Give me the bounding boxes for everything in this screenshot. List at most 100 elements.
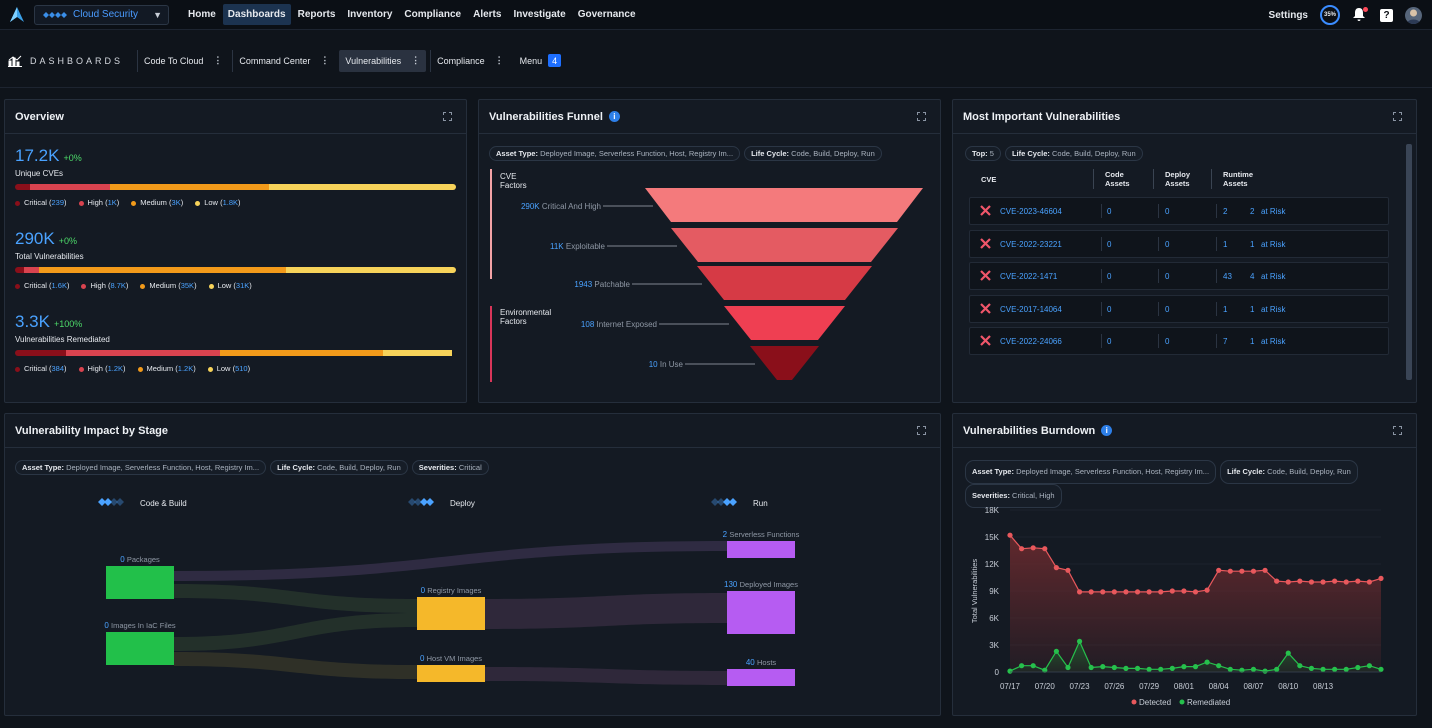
legend-item-critical[interactable]: Critical (1.6K) bbox=[15, 281, 69, 290]
expand-icon[interactable] bbox=[917, 112, 926, 121]
data-point-detected[interactable] bbox=[1239, 568, 1245, 574]
data-point-remediated[interactable] bbox=[1274, 666, 1280, 672]
data-point-remediated[interactable] bbox=[1366, 663, 1373, 669]
filter-chip[interactable]: Asset Type: Deployed Image, Serverless F… bbox=[965, 460, 1217, 484]
data-point-remediated[interactable] bbox=[1146, 666, 1152, 672]
expand-icon[interactable] bbox=[443, 112, 452, 121]
data-point-remediated[interactable] bbox=[1320, 666, 1326, 672]
scrollbar[interactable] bbox=[1406, 144, 1412, 380]
kebab-menu-icon[interactable]: ⋮ bbox=[411, 55, 421, 65]
prisma-logo-icon[interactable] bbox=[4, 0, 30, 30]
data-point-detected[interactable] bbox=[1355, 578, 1361, 584]
data-point-remediated[interactable] bbox=[1343, 666, 1349, 672]
expand-icon[interactable] bbox=[917, 426, 926, 435]
data-point-remediated[interactable] bbox=[1042, 667, 1048, 673]
data-point-remediated[interactable] bbox=[1239, 667, 1245, 673]
data-point-detected[interactable] bbox=[1134, 589, 1141, 595]
data-point-detected[interactable] bbox=[1042, 546, 1048, 552]
filter-chip[interactable]: Severities: Critical bbox=[411, 460, 489, 475]
help-icon[interactable]: ? bbox=[1380, 8, 1393, 22]
funnel-level-patchable[interactable] bbox=[697, 266, 872, 300]
data-point-detected[interactable] bbox=[1181, 588, 1187, 594]
data-point-remediated[interactable] bbox=[1088, 664, 1094, 671]
nav-item-governance[interactable]: Governance bbox=[577, 9, 636, 20]
miv-cell-cve[interactable]: CVE-2022-1471 bbox=[1000, 272, 1058, 281]
funnel-level-in-use[interactable] bbox=[750, 346, 819, 380]
data-point-detected[interactable] bbox=[1285, 579, 1291, 585]
data-point-remediated[interactable] bbox=[1216, 663, 1222, 669]
nav-item-home[interactable]: Home bbox=[188, 9, 216, 20]
funnel-level-internet-exposed[interactable] bbox=[724, 306, 845, 340]
sankey-node-registry-images[interactable] bbox=[417, 597, 485, 630]
legend-item-high[interactable]: High (1.2K) bbox=[78, 364, 126, 373]
data-point-detected[interactable] bbox=[1250, 568, 1257, 574]
legend-item-medium[interactable]: Medium (1.2K) bbox=[137, 364, 196, 373]
legend-item-high[interactable]: High (8.7K) bbox=[81, 281, 128, 290]
data-point-detected[interactable] bbox=[1065, 567, 1071, 573]
sankey-node-serverless-functions[interactable] bbox=[727, 541, 795, 558]
sankey-link[interactable] bbox=[485, 593, 727, 629]
sankey-node-images-in-iac-files[interactable] bbox=[106, 632, 174, 665]
data-point-detected[interactable] bbox=[1053, 565, 1059, 571]
info-icon[interactable]: i bbox=[1101, 425, 1113, 436]
sankey-node-host-vm-images[interactable] bbox=[417, 665, 485, 682]
miv-cell-cve[interactable]: CVE-2022-24066 bbox=[1000, 337, 1062, 346]
data-point-remediated[interactable] bbox=[1204, 659, 1210, 665]
legend-item-low[interactable]: Low (1.8K) bbox=[195, 198, 241, 207]
sankey-node-deployed-images[interactable] bbox=[727, 591, 795, 634]
avatar[interactable] bbox=[1405, 6, 1422, 24]
miv-cell-cve[interactable]: CVE-2023-46604 bbox=[1000, 207, 1062, 216]
nav-item-reports[interactable]: Reports bbox=[297, 9, 336, 20]
info-icon[interactable]: i bbox=[608, 111, 620, 122]
data-point-detected[interactable] bbox=[1332, 578, 1338, 584]
data-point-remediated[interactable] bbox=[1134, 665, 1141, 671]
data-point-detected[interactable] bbox=[1204, 587, 1210, 593]
data-point-remediated[interactable] bbox=[1169, 665, 1175, 671]
filter-chip[interactable]: Life Cycle: Code, Build, Deploy, Run bbox=[1220, 460, 1358, 484]
data-point-detected[interactable] bbox=[1262, 567, 1268, 573]
data-point-remediated[interactable] bbox=[1100, 664, 1106, 670]
sankey-link[interactable] bbox=[485, 667, 727, 685]
tab-command-center[interactable]: Command Center ⋮ bbox=[232, 49, 335, 72]
sankey-link[interactable] bbox=[174, 652, 417, 679]
data-point-remediated[interactable] bbox=[1285, 650, 1291, 656]
nav-item-dashboards[interactable]: Dashboards bbox=[222, 4, 291, 25]
miv-table-row[interactable]: CVE-2022-1471 0 0 43 4 at Risk bbox=[969, 262, 1389, 290]
nav-item-inventory[interactable]: Inventory bbox=[347, 9, 393, 20]
data-point-remediated[interactable] bbox=[1030, 663, 1036, 669]
data-point-detected[interactable] bbox=[1007, 532, 1013, 538]
data-point-detected[interactable] bbox=[1320, 579, 1326, 585]
miv-cell-cve[interactable]: CVE-2022-23221 bbox=[1000, 239, 1062, 249]
filter-chip[interactable]: Life Cycle: Code, Build, Deploy, Run bbox=[270, 460, 408, 475]
miv-cell-cve[interactable]: CVE-2017-14064 bbox=[1000, 304, 1062, 314]
data-point-detected[interactable] bbox=[1088, 589, 1094, 595]
miv-table-row[interactable]: CVE-2022-23221 0 0 1 1 at Risk bbox=[969, 229, 1389, 258]
sankey-link[interactable] bbox=[174, 584, 417, 613]
data-point-detected[interactable] bbox=[1030, 545, 1036, 551]
data-point-detected[interactable] bbox=[1216, 567, 1222, 573]
data-point-detected[interactable] bbox=[1192, 589, 1199, 595]
miv-table-row[interactable]: CVE-2023-46604 0 0 2 2 at Risk bbox=[969, 197, 1389, 225]
sankey-node-packages[interactable] bbox=[106, 566, 174, 599]
legend-item-low[interactable]: Low (31K) bbox=[208, 281, 252, 290]
data-point-detected[interactable] bbox=[1018, 546, 1025, 552]
legend-item-low[interactable]: Low (510) bbox=[207, 364, 250, 373]
filter-chip[interactable]: Asset Type: Deployed Image, Serverless F… bbox=[489, 146, 741, 161]
nav-item-investigate[interactable]: Investigate bbox=[513, 9, 566, 20]
nav-item-compliance[interactable]: Compliance bbox=[404, 9, 462, 20]
filter-chip[interactable]: Asset Type: Deployed Image, Serverless F… bbox=[15, 460, 267, 475]
data-point-detected[interactable] bbox=[1111, 589, 1117, 595]
product-selector[interactable]: Cloud Security ▼ bbox=[34, 4, 169, 25]
data-point-remediated[interactable] bbox=[1123, 665, 1129, 671]
tab-vulnerabilities[interactable]: Vulnerabilities ⋮ bbox=[339, 49, 427, 72]
data-point-remediated[interactable] bbox=[1111, 664, 1117, 671]
data-point-remediated[interactable] bbox=[1018, 663, 1025, 669]
data-point-remediated[interactable] bbox=[1181, 664, 1187, 670]
filter-chip[interactable]: Life Cycle: Code, Build, Deploy, Run bbox=[1004, 146, 1143, 161]
data-point-detected[interactable] bbox=[1308, 579, 1315, 585]
data-point-remediated[interactable] bbox=[1355, 664, 1361, 671]
data-point-detected[interactable] bbox=[1378, 575, 1384, 581]
expand-icon[interactable] bbox=[1393, 426, 1402, 435]
legend-label[interactable]: Remediated bbox=[1187, 698, 1230, 707]
kebab-menu-icon[interactable]: ⋮ bbox=[494, 55, 504, 65]
